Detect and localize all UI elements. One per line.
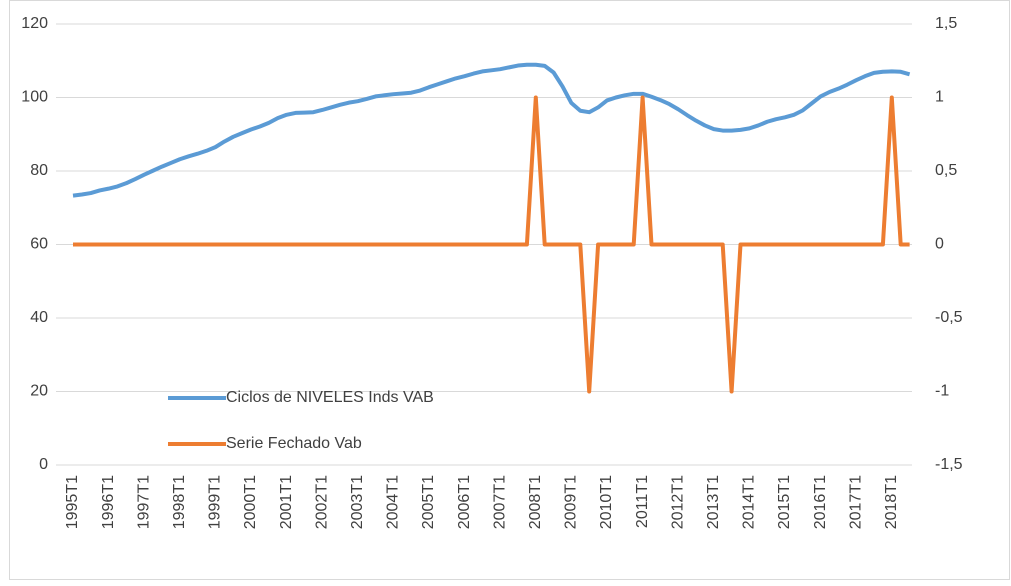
x-tick-label: 2017T1 (847, 475, 864, 529)
x-tick-label: 2012T1 (669, 475, 686, 529)
y2-tick-label: 1 (935, 89, 944, 106)
x-tick-label: 2011T1 (634, 475, 651, 528)
x-tick-label: 2014T1 (741, 475, 758, 529)
y2-tick-label: -1 (935, 383, 949, 400)
x-tick-label: 2004T1 (385, 475, 402, 529)
series-line (73, 95, 910, 394)
x-tick-label: 2007T1 (491, 475, 508, 529)
y-tick-label: 20 (30, 383, 48, 400)
y-tick-label: 0 (39, 456, 48, 473)
x-tick-label: 1999T1 (207, 475, 224, 529)
x-tick-label: 1996T1 (100, 475, 117, 529)
y-tick-label: 80 (30, 162, 48, 179)
legend-label: Ciclos de NIVELES Inds VAB (226, 389, 434, 406)
x-tick-label: 2002T1 (313, 475, 330, 529)
y-tick-label: 100 (21, 89, 48, 106)
x-tick-label: 2013T1 (705, 475, 722, 529)
x-tick-label: 1998T1 (171, 475, 188, 529)
x-tick-label: 2006T1 (456, 475, 473, 529)
x-tick-label: 2001T1 (278, 475, 295, 529)
x-tick-label: 2005T1 (420, 475, 437, 529)
y2-tick-label: -0,5 (935, 309, 963, 326)
x-tick-label: 1997T1 (135, 475, 152, 529)
y-tick-label: 120 (21, 15, 48, 32)
series-line (72, 62, 911, 198)
y2-tick-label: -1,5 (935, 456, 963, 473)
y2-tick-label: 0 (935, 236, 944, 253)
x-tick-label: 2003T1 (349, 475, 366, 529)
x-tick-label: 2009T1 (563, 475, 580, 529)
x-tick-label: 2008T1 (527, 475, 544, 529)
y2-tick-label: 0,5 (935, 162, 957, 179)
x-tick-label: 2018T1 (883, 475, 900, 529)
y-tick-label: 40 (30, 309, 48, 326)
x-tick-label: 2010T1 (598, 475, 615, 529)
x-tick-label: 2016T1 (812, 475, 829, 529)
x-tick-label: 1995T1 (64, 475, 81, 529)
x-tick-label: 2015T1 (776, 475, 793, 529)
x-tick-label: 2000T1 (242, 475, 259, 529)
legend-label: Serie Fechado Vab (226, 435, 362, 452)
y-tick-label: 60 (30, 236, 48, 253)
y2-tick-label: 1,5 (935, 15, 957, 32)
